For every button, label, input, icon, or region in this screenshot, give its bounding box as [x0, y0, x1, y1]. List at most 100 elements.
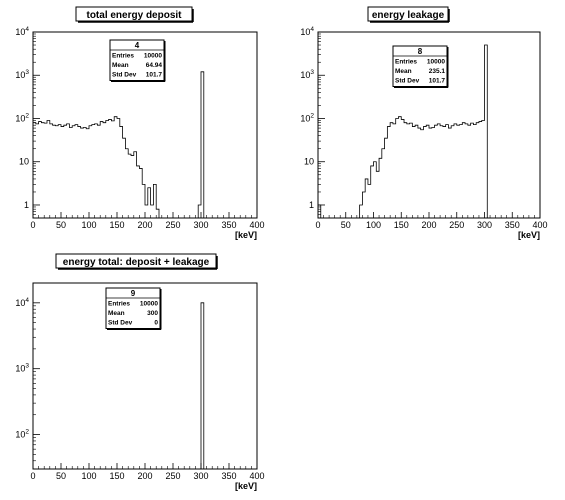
x-tick-label: 100	[81, 471, 96, 481]
histogram-bin	[139, 168, 142, 218]
histogram-bin	[423, 127, 426, 218]
histogram-bin	[134, 152, 137, 218]
histogram-bin	[58, 125, 61, 218]
x-tick-label: 0	[30, 471, 35, 481]
histogram-bin	[451, 126, 454, 218]
y-tick-base: 10	[15, 430, 25, 440]
histogram-bin	[401, 119, 404, 218]
histogram-bin	[55, 126, 58, 218]
histogram-bin	[393, 124, 396, 218]
histogram-bin	[471, 123, 474, 218]
histogram-bin	[385, 138, 388, 218]
stats-label: Entries	[108, 301, 130, 308]
x-tick-label: 350	[505, 220, 520, 230]
histogram-bin	[376, 171, 379, 218]
y-tick-label: 10	[304, 157, 314, 167]
histogram-bin	[479, 122, 482, 218]
x-tick-label: 250	[165, 220, 180, 230]
x-axis-label: [keV]	[235, 481, 257, 491]
histogram-bin	[485, 45, 488, 218]
y-tick-base: 10	[304, 157, 314, 167]
histogram-panel-3: 0 50 100 150 200 250 300 350 400[keV]102103104en…	[15, 253, 265, 491]
histogram-line	[200, 302, 205, 469]
y-tick-exponent: 4	[25, 26, 29, 33]
histogram-bin	[72, 126, 75, 218]
plot-title: energy leakage	[372, 10, 445, 21]
histogram-bin	[379, 158, 382, 218]
x-tick-label: 300	[193, 220, 208, 230]
histogram-bin	[398, 117, 401, 218]
histogram-bin	[78, 127, 81, 218]
histogram-bin	[457, 125, 460, 218]
y-tick-label: 1	[24, 200, 29, 210]
stats-label: Std Dev	[395, 78, 420, 85]
histogram-bin	[125, 149, 128, 218]
histogram-bin	[36, 124, 39, 218]
y-tick-label: 10	[19, 157, 29, 167]
stats-label: Entries	[395, 59, 417, 66]
histogram-bin	[371, 166, 374, 218]
y-tick-label: 104	[300, 26, 314, 37]
histogram-bin	[432, 127, 435, 218]
histogram-bin	[64, 125, 67, 218]
x-tick-label: 350	[221, 220, 236, 230]
stats-value: 10000	[144, 53, 162, 60]
histogram-bin	[69, 127, 72, 218]
y-tick-base: 10	[300, 113, 310, 123]
x-tick-label: 250	[165, 471, 180, 481]
y-tick-base: 10	[15, 298, 25, 308]
histogram-bin	[418, 128, 421, 218]
histogram-bin	[67, 124, 70, 218]
histogram-bin	[415, 125, 418, 218]
histogram-bin	[153, 184, 156, 218]
histogram-bin	[137, 166, 140, 218]
histogram-bin	[61, 127, 64, 218]
x-tick-label: 300	[193, 471, 208, 481]
stats-frame	[392, 45, 448, 87]
stats-value: 10000	[427, 59, 445, 66]
y-tick-label: 102	[15, 429, 29, 440]
histogram-bin	[365, 179, 368, 218]
stats-label: Mean	[112, 62, 129, 69]
stats-value: 101.7	[429, 78, 446, 85]
histogram-bin	[404, 123, 407, 218]
histogram-bin	[75, 125, 78, 218]
histogram-bin	[446, 125, 449, 218]
y-tick-exponent: 2	[310, 112, 314, 119]
stats-label: Std Dev	[112, 72, 137, 79]
x-tick-label: 200	[421, 220, 436, 230]
stats-value: 300	[147, 310, 158, 317]
histogram-bin	[362, 192, 365, 218]
y-tick-label: 103	[15, 363, 29, 374]
x-tick-label: 350	[221, 471, 236, 481]
histogram-bin	[100, 122, 103, 218]
y-tick-exponent: 2	[25, 112, 29, 119]
histogram-bin	[103, 123, 106, 218]
histogram-bin	[117, 118, 120, 218]
y-tick-exponent: 4	[25, 297, 29, 304]
stats-label: Entries	[112, 53, 134, 60]
title-frame	[367, 6, 449, 22]
stats-frame	[105, 287, 161, 329]
y-tick-label: 1	[309, 200, 314, 210]
y-tick-label: 104	[15, 297, 29, 308]
histogram-bin	[41, 123, 44, 218]
stats-name: 4	[135, 41, 140, 50]
histogram-bin	[201, 72, 204, 218]
histogram-panel-1: 0 50 100 150 200 250 300 350 400[keV]11010210310…	[15, 6, 265, 240]
histogram-bin	[460, 125, 463, 218]
x-tick-label: 100	[366, 220, 381, 230]
stats-label: Std Dev	[108, 320, 133, 327]
histogram-bin	[89, 126, 92, 218]
title-frame	[75, 6, 193, 22]
histogram-bin	[142, 184, 145, 218]
x-tick-label: 200	[137, 220, 152, 230]
histogram-bin	[448, 128, 451, 218]
y-tick-base: 10	[19, 157, 29, 167]
histogram-bin	[421, 130, 424, 218]
x-tick-label: 50	[56, 471, 66, 481]
histogram-bin	[396, 118, 399, 218]
histogram-bin	[81, 128, 84, 218]
x-tick-label: 400	[532, 220, 547, 230]
